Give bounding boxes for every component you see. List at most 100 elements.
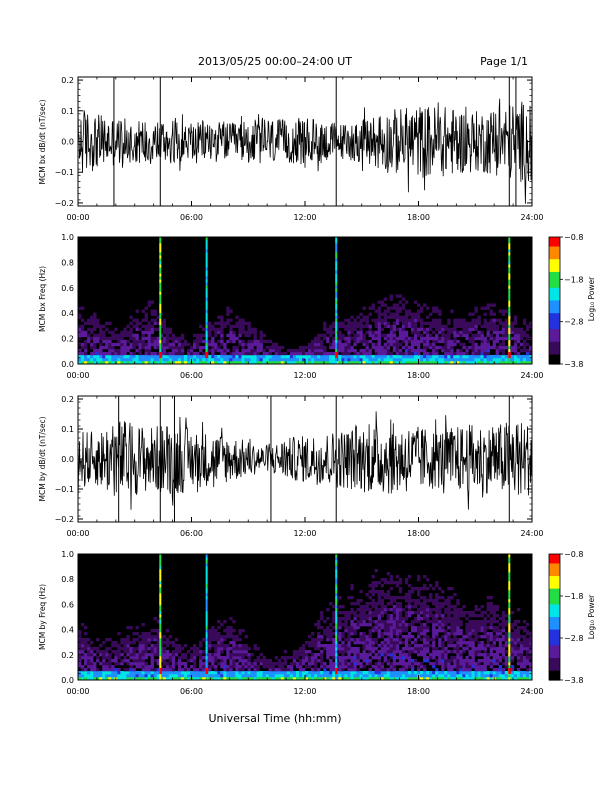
spectrogram-cell: [199, 674, 203, 678]
spectrogram-cell: [138, 321, 142, 325]
spectrogram-cell: [522, 330, 527, 335]
spectrogram-cell: [459, 608, 463, 612]
spectrogram-cell: [444, 354, 448, 359]
spectrogram-cell: [486, 596, 490, 600]
spectrogram-cell: [226, 357, 230, 362]
spectrogram-cell: [407, 599, 412, 603]
spectrogram-cell: [374, 348, 378, 353]
by-freq-ylabel: MCM by Freq (Hz): [38, 584, 47, 650]
spectrogram-cell: [250, 351, 254, 356]
spectrogram-cell: [380, 632, 384, 636]
spectrogram-cell: [465, 629, 469, 633]
x-tick-label: 24:00: [520, 529, 543, 538]
spectrogram-cell: [177, 336, 182, 341]
y-tick-label: 0.1: [61, 107, 74, 116]
spectrogram-cell: [135, 659, 139, 663]
spectrogram-cell: [426, 677, 430, 681]
spectrogram-cell: [386, 309, 391, 313]
spectrogram-cell: [235, 638, 239, 642]
spectrogram-cell: [447, 602, 451, 606]
spectrogram-cell: [371, 602, 375, 606]
spectrogram-cell: [416, 590, 421, 594]
spectrogram-cell: [444, 656, 448, 660]
spectrogram-cell: [468, 668, 472, 672]
broadband-line-segment: [335, 554, 338, 558]
spectrogram-cell: [519, 662, 524, 666]
spectrogram-cell: [280, 668, 285, 672]
spectrogram-cell: [214, 354, 218, 359]
spectrogram-cell: [480, 614, 484, 618]
colorbar-segment: [549, 325, 560, 330]
spectrogram-cell: [232, 620, 236, 624]
spectrogram-cell: [462, 647, 466, 651]
broadband-line-segment: [508, 665, 511, 669]
spectrogram-cell: [274, 342, 279, 347]
spectrogram-cell: [90, 330, 94, 335]
spectrogram-cell: [447, 321, 451, 325]
spectrogram-cell: [504, 324, 509, 329]
spectrogram-cell: [404, 596, 409, 600]
spectrogram-cell: [150, 677, 154, 681]
spectrogram-cell: [311, 348, 315, 353]
spectrogram-cell: [168, 635, 173, 639]
spectrogram-cell: [374, 662, 378, 666]
spectrogram-cell: [365, 321, 369, 325]
spectrogram-cell: [268, 345, 273, 350]
spectrogram-cell: [389, 357, 394, 362]
spectrogram-cell: [356, 626, 360, 630]
spectrogram-cell: [78, 306, 82, 310]
spectrogram-cell: [447, 599, 451, 603]
broadband-line-segment: [159, 572, 162, 576]
spectrogram-cell: [407, 354, 412, 359]
spectrogram-cell: [441, 623, 445, 627]
broadband-line-segment: [159, 342, 162, 347]
spectrogram-cell: [465, 671, 469, 675]
spectrogram-cell: [350, 315, 354, 319]
spectrogram-cell: [186, 650, 191, 654]
spectrogram-cell: [338, 638, 342, 642]
spectrogram-cell: [362, 318, 366, 322]
spectrogram-cell: [465, 659, 469, 663]
spectrogram-cell: [111, 351, 115, 356]
spectrogram-cell: [223, 321, 227, 325]
spectrogram-cell: [320, 611, 324, 615]
spectrogram-cell: [416, 632, 421, 636]
spectrogram-cell: [241, 629, 245, 633]
spectrogram-cell: [277, 360, 282, 365]
spectrogram-cell: [199, 671, 203, 675]
spectrogram-cell: [423, 303, 427, 307]
spectrogram-cell: [93, 354, 97, 359]
spectrogram-cell: [438, 629, 442, 633]
spectrogram-cell: [474, 653, 478, 657]
spectrogram-cell: [256, 665, 260, 669]
spectrogram-cell: [147, 677, 151, 681]
spectrogram-cell: [392, 656, 397, 660]
spectrogram-cell: [374, 641, 378, 645]
spectrogram-cell: [326, 327, 330, 332]
spectrogram-cell: [211, 671, 215, 675]
spectrogram-cell: [401, 617, 406, 621]
spectrogram-cell: [238, 656, 242, 660]
spectrogram-cell: [410, 327, 415, 332]
spectrogram-cell: [183, 354, 188, 359]
spectrogram-cell: [489, 644, 493, 648]
dbdt-trace: [77, 411, 533, 510]
spectrogram-cell: [81, 330, 85, 335]
spectrogram-cell: [180, 662, 185, 666]
spectrogram-cell: [171, 674, 176, 678]
spectrogram-cell: [429, 357, 433, 362]
spectrogram-cell: [429, 677, 433, 681]
spectrogram-cell: [292, 360, 297, 365]
spectrogram-cell: [401, 596, 406, 600]
spectrogram-cell: [159, 677, 164, 681]
spectrogram-cell: [398, 354, 403, 359]
broadband-line-segment: [335, 563, 338, 567]
spectrogram-cell: [99, 333, 103, 338]
spectrogram-cell: [338, 671, 342, 675]
spectrogram-cell: [413, 662, 418, 666]
spectrogram-cell: [471, 354, 475, 359]
spectrogram-cell: [359, 608, 363, 612]
spectrogram-cell: [510, 674, 515, 678]
spectrogram-cell: [317, 620, 321, 624]
spectrogram-cell: [465, 617, 469, 621]
